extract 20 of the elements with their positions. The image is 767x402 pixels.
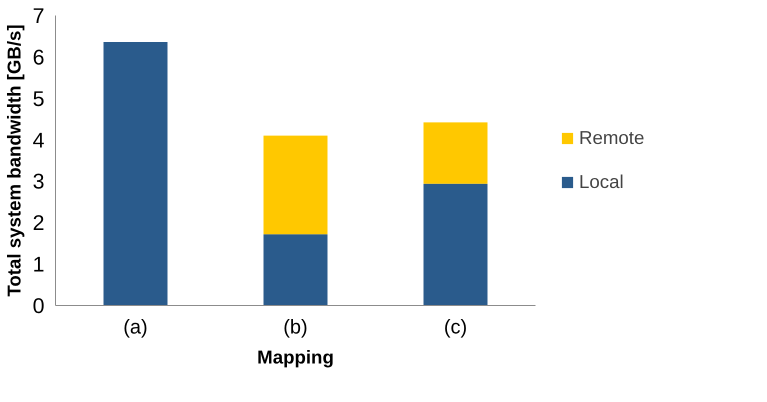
y-tick-label: 7 (32, 4, 45, 28)
bar (424, 184, 488, 306)
y-tick-label: 4 (32, 128, 45, 152)
bar (264, 136, 328, 234)
bar (104, 42, 168, 306)
y-tick-label: 2 (32, 211, 45, 236)
legend-label: Remote (579, 127, 644, 149)
y-axis-title: Total system bandwidth [GB/s] (4, 24, 25, 297)
y-tick-label: 0 (32, 294, 45, 318)
y-tick-label: 6 (32, 45, 45, 70)
bar (264, 234, 328, 306)
x-tick-label: (c) (444, 316, 468, 338)
bar (424, 122, 488, 184)
y-tick-label: 1 (32, 252, 45, 277)
legend-label: Local (579, 171, 625, 193)
x-tick-label: (a) (123, 316, 148, 338)
x-axis-title: Mapping (257, 346, 334, 368)
y-tick-label: 3 (32, 170, 45, 194)
y-tick-label: 5 (32, 86, 45, 111)
x-tick-label: (b) (283, 316, 308, 338)
